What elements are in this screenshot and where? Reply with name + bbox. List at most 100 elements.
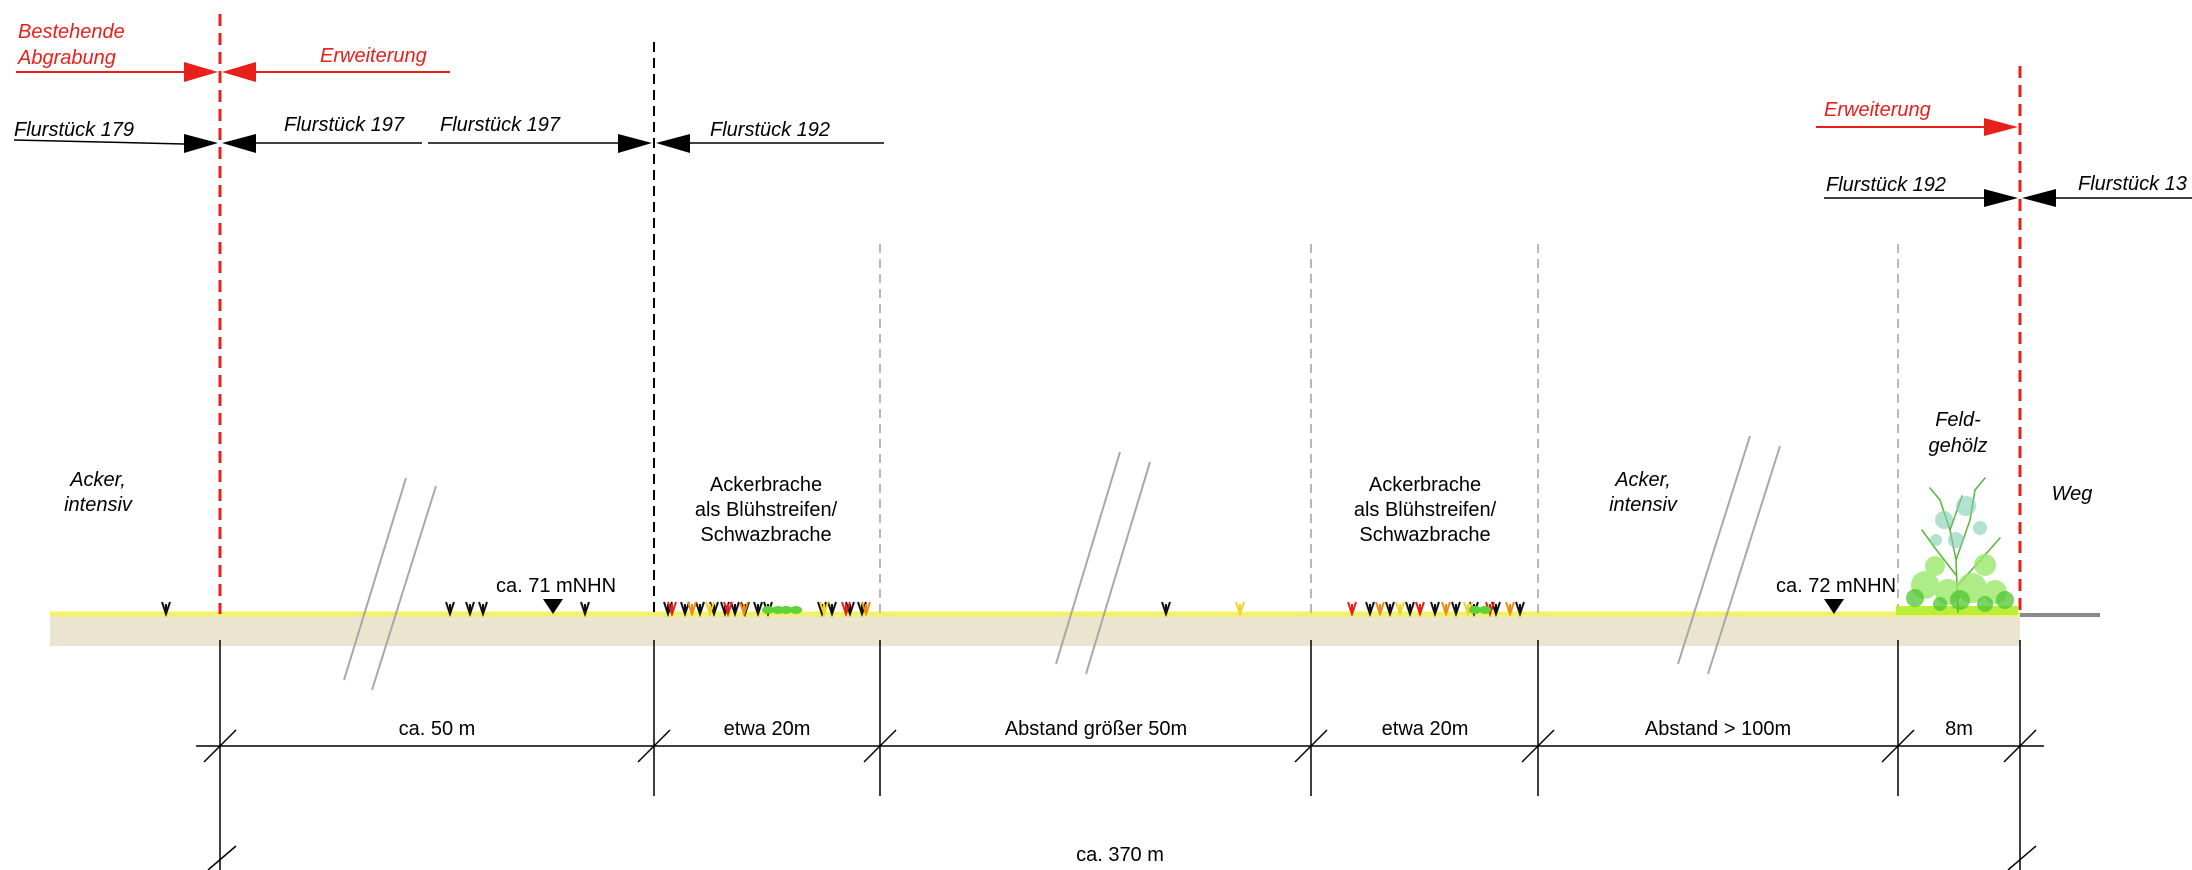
dim-label-2: etwa 20m <box>724 718 811 740</box>
dim-tick <box>1294 729 1328 763</box>
flower-tuft-icon <box>739 601 749 618</box>
parcel-13-label: Flurstück 13 <box>2078 173 2187 195</box>
parcel-197b-label: Flurstück 197 <box>440 114 561 136</box>
flower-tuft-icon <box>819 601 829 618</box>
green-plant-icon <box>780 606 792 614</box>
extension-label-left: Erweiterung <box>320 45 427 67</box>
land-use-labels: Acker, intensiv Ackerbrache als Blühstre… <box>64 409 2092 546</box>
dim-tick <box>203 729 237 763</box>
break-mark-2a <box>1055 451 1121 665</box>
feldgehoelz-line2: gehölz <box>1929 435 1988 457</box>
grass-tuft-icon <box>695 601 705 618</box>
grass-tuft-icon <box>680 601 690 618</box>
flower-tuft-icon <box>861 601 871 618</box>
grass-tuft-icon <box>580 601 590 618</box>
grass-tuft-icon <box>1161 601 1171 618</box>
grass-tuft-icon <box>857 601 867 618</box>
parcel-192-label: Flurstück 192 <box>710 119 830 141</box>
parcel-197a-label: Flurstück 197 <box>284 114 405 136</box>
grass-tuft-icon <box>1405 601 1415 618</box>
flower-tuft-icon <box>1235 601 1245 618</box>
brache2-line3: Schwazbrache <box>1359 524 1490 546</box>
grass-tuft-icon <box>1385 601 1395 618</box>
dim-tick <box>1521 729 1555 763</box>
acker-left-line1: Acker, <box>69 469 126 491</box>
grass-tuft-icon <box>445 601 455 618</box>
dim-tick <box>2007 845 2037 870</box>
existing-pit-label-2: Abgrabung <box>17 47 116 69</box>
existing-pit-annotation: Bestehende Abgrabung Erweiterung <box>16 21 450 82</box>
grass-tuft-icon <box>1365 601 1375 618</box>
dim-label-total: ca. 370 m <box>1076 844 1164 866</box>
flower-tuft-icon <box>705 601 715 618</box>
break-mark-1a <box>343 477 407 681</box>
arrowhead-right-black <box>184 134 218 153</box>
elevation-triangle-icon <box>1824 599 1844 614</box>
flower-tuft-icon <box>841 601 851 618</box>
flower-tuft-icon <box>1395 601 1405 618</box>
grass-tuft-icon <box>709 601 719 618</box>
arrowhead-left-black <box>222 134 256 153</box>
parcel-192-right-label: Flurstück 192 <box>1826 174 1946 196</box>
grass-tuft-icon <box>1515 601 1525 618</box>
break-mark-1b <box>371 485 437 691</box>
arrowhead-right-black <box>1984 189 2018 207</box>
brache2-line1: Ackerbrache <box>1369 474 1481 496</box>
green-plant-icon <box>1479 606 1491 614</box>
dim-label-1: ca. 50 m <box>399 718 476 740</box>
flower-tuft-icon <box>1375 601 1385 618</box>
flower-tuft-icon <box>1415 601 1425 618</box>
arrowhead-left-red <box>222 62 256 82</box>
green-plant-icon <box>1469 606 1481 614</box>
dim-tick <box>863 729 897 763</box>
acker-left-line2: intensiv <box>64 494 133 516</box>
break-marks <box>343 435 1781 691</box>
vegetation-symbols <box>161 601 1938 618</box>
parcel-179-leader <box>13 139 185 145</box>
shrub-icon <box>1896 477 2018 615</box>
dim-label-6: 8m <box>1945 718 1973 740</box>
green-plant-icon <box>762 606 774 614</box>
flower-tuft-icon <box>1347 601 1357 618</box>
top-right-annotations: Erweiterung Flurstück 192 Flurstück 13 <box>1816 99 2192 207</box>
brache2-line2: als Blühstreifen/ <box>1354 499 1497 521</box>
dim-tick <box>2003 729 2037 763</box>
existing-pit-label: Bestehende <box>18 21 125 43</box>
grass-tuft-icon <box>465 601 475 618</box>
dim-tick <box>207 845 237 870</box>
arrowhead-right-red <box>184 62 218 82</box>
acker-right-line1: Acker, <box>1614 469 1671 491</box>
elevation-markers: ca. 71 mNHN ca. 72 mNHN <box>496 575 1896 614</box>
flower-tuft-icon <box>1505 601 1515 618</box>
parcel-179-label: Flurstück 179 <box>14 119 134 141</box>
grass-tuft-icon <box>730 601 740 618</box>
grass-tuft-icon <box>753 601 763 618</box>
break-mark-3a <box>1677 435 1751 665</box>
flower-tuft-icon <box>667 601 677 618</box>
break-mark-3b <box>1707 445 1781 675</box>
grass-tuft-icon <box>1430 601 1440 618</box>
flower-tuft-icon <box>1463 601 1473 618</box>
arrowhead-right-black <box>618 134 652 153</box>
weg-label: Weg <box>2052 483 2093 505</box>
dim-tick <box>1881 729 1915 763</box>
brache1-line2: als Blühstreifen/ <box>695 499 838 521</box>
brache1-line3: Schwazbrache <box>700 524 831 546</box>
grass-tuft-icon <box>827 601 837 618</box>
acker-right-line2: intensiv <box>1609 494 1678 516</box>
grass-tuft-icon <box>478 601 488 618</box>
zone-guides <box>879 244 1899 614</box>
grass-tuft-icon <box>845 601 855 618</box>
shrub-ground <box>1896 606 2018 615</box>
dim-label-5: Abstand > 100m <box>1645 718 1791 740</box>
arrowhead-left-black <box>656 134 690 153</box>
extension-boundaries <box>218 14 2022 614</box>
feldgehoelz-line1: Feld- <box>1935 409 1981 431</box>
grass-tuft-icon <box>161 601 171 618</box>
flower-tuft-icon <box>1441 601 1451 618</box>
ground-profile <box>50 611 2100 646</box>
green-plant-icon <box>790 606 802 614</box>
dim-tick <box>637 729 671 763</box>
dimension-labels: ca. 50 m etwa 20m Abstand größer 50m etw… <box>399 718 1973 866</box>
